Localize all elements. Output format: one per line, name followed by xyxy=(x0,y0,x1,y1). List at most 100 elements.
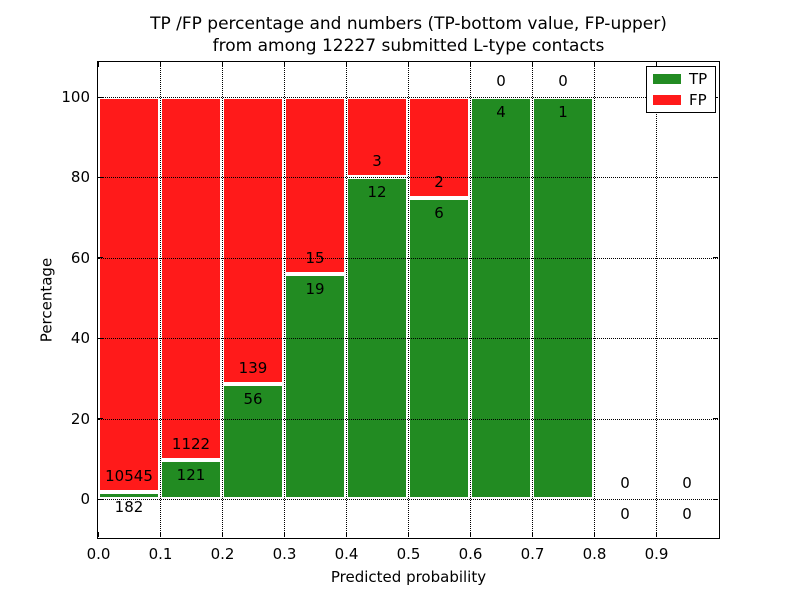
gridline-vertical xyxy=(284,62,285,537)
y-tick-mark-right xyxy=(713,418,718,420)
bar-label-tp: 182 xyxy=(114,498,144,517)
x-tick-label: 0.4 xyxy=(334,545,359,563)
bar-segment-fp xyxy=(98,97,160,493)
x-tick-mark-top xyxy=(531,62,533,67)
x-tick-mark xyxy=(221,532,223,537)
bar-label-tp: 19 xyxy=(305,280,325,299)
x-tick-label: 0.3 xyxy=(272,545,297,563)
gridline-horizontal xyxy=(98,499,718,500)
x-tick-mark-top xyxy=(655,62,657,67)
gridline-horizontal xyxy=(98,338,718,340)
bar-segment-fp xyxy=(160,97,222,460)
y-tick-mark xyxy=(98,257,103,259)
x-tick-mark xyxy=(469,532,471,537)
x-tick-mark xyxy=(655,532,657,537)
x-tick-label: 0.2 xyxy=(210,545,235,563)
bar-label-tp: 12 xyxy=(367,183,387,202)
y-tick-mark-right xyxy=(713,176,718,178)
x-tick-mark xyxy=(97,532,99,537)
gridline-vertical xyxy=(594,62,595,537)
x-tick-mark xyxy=(407,532,409,537)
gridline-vertical xyxy=(656,62,657,537)
fp-swatch-icon xyxy=(653,95,681,105)
bar-label-fp: 139 xyxy=(238,358,268,377)
figure-title: TP /FP percentage and numbers (TP-bottom… xyxy=(97,13,720,57)
tp-swatch-icon xyxy=(653,74,681,84)
bar-label-tp: 6 xyxy=(434,203,444,222)
bar-label-fp: 0 xyxy=(682,474,692,492)
x-tick-mark-top xyxy=(407,62,409,67)
bar-label-fp: 0 xyxy=(620,474,630,492)
gridline-vertical xyxy=(346,62,347,537)
gridline-horizontal xyxy=(98,177,718,179)
gridline-vertical xyxy=(470,62,471,537)
x-tick-mark-top xyxy=(221,62,223,67)
legend-item-fp: FP xyxy=(653,90,709,109)
bar-label-tp: 1 xyxy=(558,103,568,121)
legend-label-fp: FP xyxy=(689,90,707,109)
bar-label-fp: 0 xyxy=(496,72,506,90)
bar-label-tp: 121 xyxy=(176,465,206,484)
x-tick-mark xyxy=(283,532,285,537)
y-tick-mark xyxy=(98,498,103,500)
x-tick-mark-top xyxy=(469,62,471,67)
gridline-vertical xyxy=(160,62,161,537)
plot-area: 10545 182 1122 121 139 56 15 19 3 12 2 6 0 4 0 1 0 0 0 0 xyxy=(97,61,720,539)
bar-label-fp: 15 xyxy=(305,249,325,268)
bar-label-fp: 3 xyxy=(372,152,382,171)
x-tick-mark-top xyxy=(283,62,285,67)
gridline-vertical xyxy=(532,62,533,537)
bar-label-tp: 0 xyxy=(682,505,692,523)
x-tick-label: 0.9 xyxy=(644,545,669,563)
y-tick-mark xyxy=(98,418,103,420)
gridline-horizontal xyxy=(98,257,718,259)
y-tick-mark xyxy=(98,96,103,98)
gridline-horizontal xyxy=(98,97,718,98)
gridline-vertical xyxy=(222,62,223,537)
legend-item-tp: TP xyxy=(653,69,709,88)
bar-segment-fp xyxy=(346,97,408,178)
y-tick-label: 0 xyxy=(80,490,90,508)
x-tick-mark xyxy=(593,532,595,537)
bar-segment-tp xyxy=(284,274,346,499)
bar-label-tp: 4 xyxy=(496,103,506,121)
figure-title-line1: TP /FP percentage and numbers (TP-bottom… xyxy=(150,14,667,34)
x-tick-mark-top xyxy=(159,62,161,67)
bar-label-fp: 10545 xyxy=(105,467,153,486)
bar-label-tp: 56 xyxy=(243,389,263,408)
bar-label-fp: 2 xyxy=(434,172,444,191)
x-tick-mark-top xyxy=(593,62,595,67)
bar-segment-tp xyxy=(98,492,160,499)
figure-title-line2: from among 12227 submitted L-type contac… xyxy=(212,36,605,56)
y-tick-label: 20 xyxy=(70,409,90,428)
y-tick-mark-right xyxy=(713,257,718,259)
legend: TP FP xyxy=(646,66,716,113)
x-tick-label: 0.7 xyxy=(520,545,545,563)
y-tick-mark xyxy=(98,176,103,178)
bar-segment-tp xyxy=(408,197,470,499)
x-tick-mark-top xyxy=(97,62,99,67)
y-tick-label: 80 xyxy=(70,168,90,187)
x-tick-label: 0.0 xyxy=(86,545,111,563)
x-tick-mark xyxy=(159,532,161,537)
bar-segment-tp xyxy=(222,383,284,499)
y-tick-mark xyxy=(98,337,103,339)
bar-segment-tp xyxy=(470,97,532,499)
y-tick-label: 60 xyxy=(70,248,90,267)
gridline-horizontal xyxy=(98,418,718,420)
x-tick-label: 0.8 xyxy=(582,545,607,563)
x-tick-label: 0.6 xyxy=(458,545,483,563)
x-tick-mark xyxy=(345,532,347,537)
bar-segment-fp xyxy=(408,97,470,198)
legend-label-tp: TP xyxy=(689,69,708,88)
bar-label-fp: 0 xyxy=(558,72,568,90)
x-axis-label: Predicted probability xyxy=(330,568,487,586)
bar-segment-fp xyxy=(222,97,284,384)
y-tick-label: 40 xyxy=(70,329,90,348)
y-tick-mark-right xyxy=(713,337,718,339)
y-tick-label: 100 xyxy=(61,88,90,106)
y-tick-mark-right xyxy=(713,498,718,500)
x-tick-mark-top xyxy=(345,62,347,67)
x-tick-label: 0.1 xyxy=(148,545,173,563)
